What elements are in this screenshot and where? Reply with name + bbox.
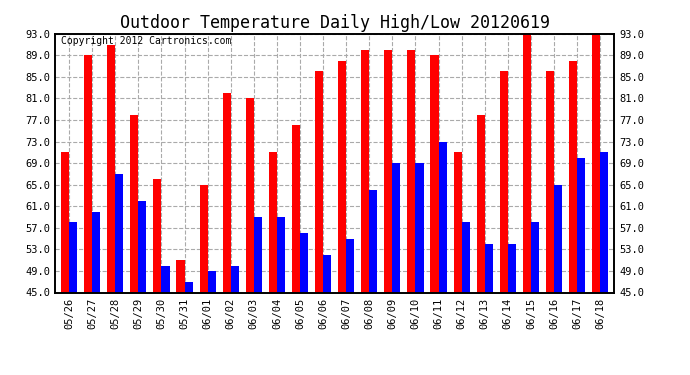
Bar (92, 211, 100, 292)
Bar (485, 244, 493, 292)
Bar (130, 115, 138, 292)
Bar (323, 255, 331, 292)
Bar (138, 201, 146, 292)
Bar (393, 163, 400, 292)
Bar (592, 34, 600, 292)
Bar (523, 34, 531, 292)
Bar (600, 152, 609, 292)
Bar (254, 217, 262, 292)
Bar (223, 93, 230, 292)
Bar (277, 217, 285, 292)
Bar (415, 163, 424, 292)
Bar (338, 61, 346, 292)
Bar (462, 222, 470, 292)
Bar (153, 179, 161, 292)
Bar (84, 56, 92, 292)
Bar (115, 174, 124, 292)
Bar (230, 266, 239, 292)
Bar (292, 125, 300, 292)
Bar (531, 222, 539, 292)
Bar (500, 72, 508, 292)
Bar (107, 45, 115, 292)
Title: Outdoor Temperature Daily High/Low 20120619: Outdoor Temperature Daily High/Low 20120… (119, 14, 550, 32)
Bar (346, 238, 354, 292)
Bar (269, 152, 277, 292)
Bar (508, 244, 516, 292)
Bar (199, 185, 208, 292)
Bar (161, 266, 170, 292)
Text: Copyright 2012 Cartronics.com: Copyright 2012 Cartronics.com (61, 36, 231, 46)
Bar (208, 271, 216, 292)
Bar (431, 56, 439, 292)
Bar (61, 152, 69, 292)
Bar (315, 72, 323, 292)
Bar (554, 185, 562, 292)
Bar (546, 72, 554, 292)
Bar (577, 158, 585, 292)
Bar (369, 190, 377, 292)
Bar (569, 61, 577, 292)
Bar (300, 233, 308, 292)
Bar (439, 142, 446, 292)
Bar (184, 282, 193, 292)
Bar (453, 152, 462, 292)
Bar (69, 222, 77, 292)
Bar (384, 50, 393, 292)
Bar (177, 260, 184, 292)
Bar (477, 115, 485, 292)
Bar (361, 50, 369, 292)
Bar (246, 99, 254, 292)
Bar (407, 50, 415, 292)
